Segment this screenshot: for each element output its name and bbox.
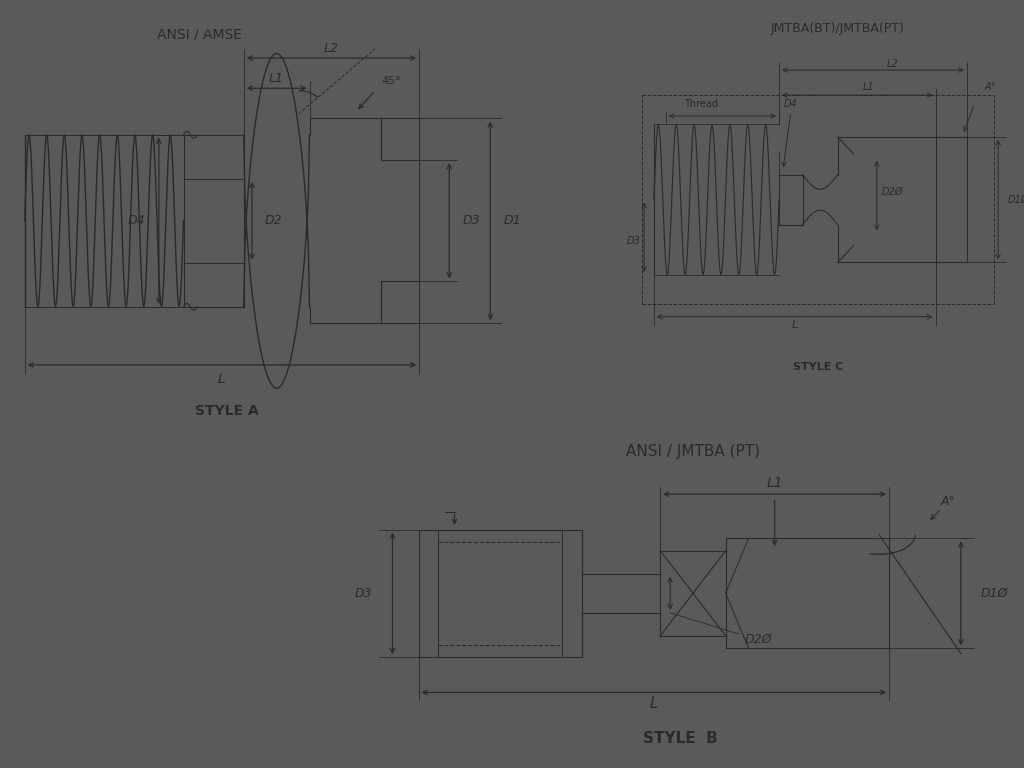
Text: L2: L2 [887,59,898,69]
Text: D3: D3 [627,237,640,247]
Text: D1Ø: D1Ø [980,587,1008,600]
Text: L1: L1 [766,476,783,491]
Text: L: L [218,372,225,386]
Text: D1Ø: D1Ø [1008,194,1024,205]
Text: STYLE C: STYLE C [793,362,844,372]
Text: D4: D4 [784,98,798,108]
Text: JMTBA(BT)/JMTBA(PT): JMTBA(BT)/JMTBA(PT) [771,22,904,35]
Text: Thread: Thread [684,98,718,108]
Text: D4: D4 [128,214,145,227]
Text: L1: L1 [863,81,874,92]
Text: 45°: 45° [382,76,401,86]
Text: L: L [792,320,798,330]
Text: ANSI / JMTBA (PT): ANSI / JMTBA (PT) [626,444,760,459]
Text: D1: D1 [504,214,521,227]
Text: STYLE A: STYLE A [196,405,259,419]
Text: L: L [649,696,658,710]
Text: D3: D3 [354,587,372,600]
Text: A°: A° [940,495,955,508]
Text: L2: L2 [324,42,339,55]
Text: L1: L1 [269,72,284,85]
Text: D2Ø: D2Ø [882,187,903,197]
Text: A°: A° [984,81,996,92]
Text: ANSI / AMSE: ANSI / AMSE [158,28,243,41]
Text: D3: D3 [462,214,480,227]
Text: D2Ø: D2Ø [744,633,772,646]
Text: STYLE  B: STYLE B [643,731,717,746]
Text: D2: D2 [265,214,283,227]
